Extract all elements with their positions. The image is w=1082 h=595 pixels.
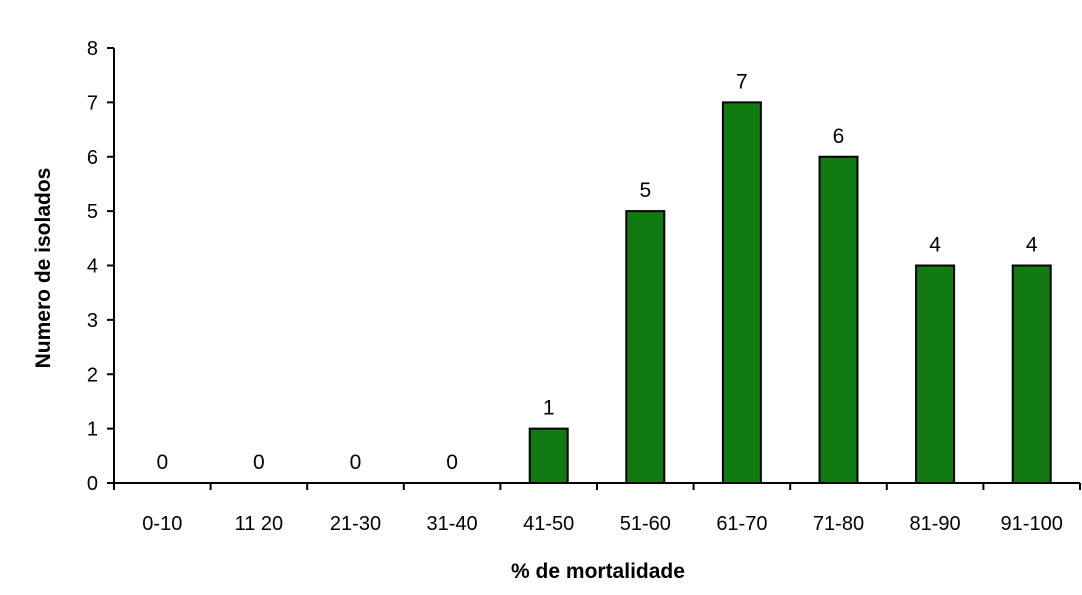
x-tick-label: 21-30: [330, 513, 381, 535]
y-tick-label: 4: [87, 256, 98, 278]
data-label: 1: [543, 397, 555, 420]
data-label: 0: [253, 451, 265, 474]
bar: [915, 264, 956, 484]
data-label: 0: [446, 451, 458, 474]
y-tick-label: 2: [87, 364, 98, 386]
y-tick-label: 6: [87, 147, 98, 169]
data-label: 7: [736, 70, 748, 93]
x-axis-ticks: 0-10 11 20 21-30 31-40 41-50 51-60 61-70 71-80 8…: [113, 483, 1081, 535]
bar: [1011, 264, 1052, 484]
data-label: 6: [833, 125, 845, 148]
data-label: 4: [929, 234, 941, 257]
x-tick-label: 11 20: [235, 513, 284, 535]
x-axis-title: % de mortalidade: [511, 560, 685, 583]
x-tick-label: 71-80: [813, 513, 864, 535]
y-tick-label: 1: [87, 419, 98, 441]
y-tick-label: 8: [87, 38, 98, 60]
y-axis-ticks: 0 1 2 3 4 5 6 7 8: [87, 38, 114, 495]
bar: [625, 210, 666, 484]
bar: [528, 427, 569, 484]
x-tick-label: 41-50: [523, 513, 574, 535]
x-tick-label: 31-40: [427, 513, 478, 535]
y-tick-label: 7: [87, 92, 98, 114]
bar: [818, 155, 859, 484]
y-tick-label: 3: [87, 310, 98, 332]
bars: 0 0 0 0 1 5 7 6 4 4: [156, 70, 1052, 484]
x-tick-label: 0-10: [142, 513, 182, 535]
x-tick-label: 91-100: [1001, 513, 1063, 535]
data-label: 5: [639, 179, 651, 202]
bar: [721, 101, 762, 484]
y-tick-label: 5: [87, 201, 98, 223]
y-tick-label: 0: [87, 473, 98, 495]
data-label: 0: [156, 451, 168, 474]
data-label: 0: [350, 451, 362, 474]
x-tick-label: 51-60: [620, 513, 671, 535]
x-tick-label: 81-90: [910, 513, 961, 535]
x-tick-label: 61-70: [716, 513, 767, 535]
data-label: 4: [1026, 234, 1038, 257]
y-axis-title: Numero de isolados: [32, 168, 55, 369]
